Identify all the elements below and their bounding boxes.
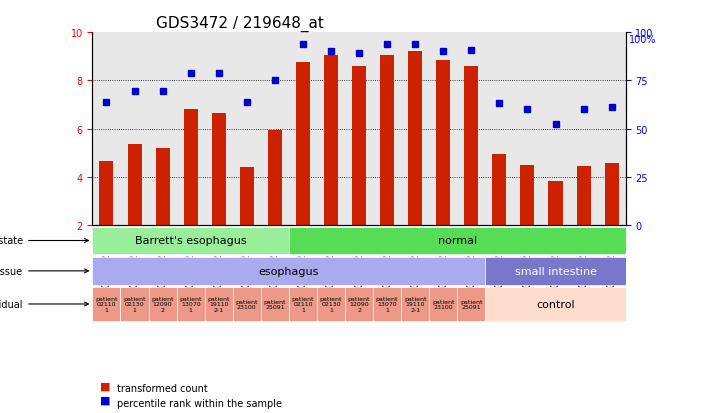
- FancyBboxPatch shape: [457, 287, 486, 321]
- Bar: [604, 163, 619, 226]
- FancyBboxPatch shape: [317, 287, 345, 321]
- FancyBboxPatch shape: [345, 287, 373, 321]
- Text: patient
13070
1: patient 13070 1: [376, 296, 398, 313]
- Text: patient
23100: patient 23100: [235, 299, 258, 310]
- Bar: [577, 167, 591, 226]
- Text: patient
12090
2: patient 12090 2: [348, 296, 370, 313]
- Text: patient
19110
2-1: patient 19110 2-1: [208, 296, 230, 313]
- Text: patient
02110
1: patient 02110 1: [292, 296, 314, 313]
- FancyBboxPatch shape: [401, 287, 429, 321]
- Text: patient
02110
1: patient 02110 1: [95, 296, 118, 313]
- FancyBboxPatch shape: [232, 287, 261, 321]
- Text: Barrett's esophagus: Barrett's esophagus: [135, 236, 247, 246]
- Bar: [324, 56, 338, 226]
- Text: patient
02130
1: patient 02130 1: [123, 296, 146, 313]
- FancyBboxPatch shape: [261, 287, 289, 321]
- Bar: [408, 52, 422, 226]
- FancyBboxPatch shape: [486, 287, 626, 321]
- FancyBboxPatch shape: [429, 287, 457, 321]
- Text: percentile rank within the sample: percentile rank within the sample: [117, 398, 282, 408]
- FancyBboxPatch shape: [289, 287, 317, 321]
- FancyBboxPatch shape: [486, 258, 626, 285]
- Text: patient
12090
2: patient 12090 2: [151, 296, 174, 313]
- Text: tissue: tissue: [0, 266, 88, 276]
- Bar: [156, 149, 170, 226]
- FancyBboxPatch shape: [373, 287, 401, 321]
- Text: patient
19110
2-1: patient 19110 2-1: [404, 296, 427, 313]
- Bar: [548, 181, 562, 226]
- Text: ■: ■: [100, 395, 110, 405]
- Text: disease state: disease state: [0, 236, 88, 246]
- Text: normal: normal: [438, 236, 477, 246]
- FancyBboxPatch shape: [92, 227, 289, 254]
- Bar: [100, 162, 114, 226]
- Text: small intestine: small intestine: [515, 266, 597, 276]
- Text: individual: individual: [0, 299, 88, 309]
- FancyBboxPatch shape: [176, 287, 205, 321]
- Bar: [268, 131, 282, 226]
- Bar: [380, 56, 394, 226]
- Bar: [212, 114, 226, 226]
- Text: patient
23100: patient 23100: [432, 299, 454, 310]
- Text: patient
02130
1: patient 02130 1: [320, 296, 342, 313]
- FancyBboxPatch shape: [92, 287, 120, 321]
- Text: esophagus: esophagus: [259, 266, 319, 276]
- Bar: [352, 67, 366, 226]
- Text: GDS3472 / 219648_at: GDS3472 / 219648_at: [156, 16, 324, 32]
- Bar: [240, 168, 254, 226]
- Bar: [520, 166, 535, 226]
- FancyBboxPatch shape: [149, 287, 176, 321]
- FancyBboxPatch shape: [92, 258, 486, 285]
- Text: transformed count: transformed count: [117, 383, 208, 393]
- Text: control: control: [536, 299, 574, 309]
- Bar: [437, 61, 450, 226]
- FancyBboxPatch shape: [120, 287, 149, 321]
- Text: patient
13070
1: patient 13070 1: [179, 296, 202, 313]
- FancyBboxPatch shape: [289, 227, 626, 254]
- Text: ■: ■: [100, 380, 110, 390]
- Text: patient
25091: patient 25091: [264, 299, 286, 310]
- Bar: [464, 67, 479, 226]
- Text: patient
25091: patient 25091: [460, 299, 483, 310]
- Bar: [127, 145, 141, 226]
- Text: 100%: 100%: [629, 36, 657, 45]
- FancyBboxPatch shape: [205, 287, 232, 321]
- Bar: [296, 63, 310, 226]
- Bar: [183, 110, 198, 226]
- Bar: [492, 155, 506, 226]
